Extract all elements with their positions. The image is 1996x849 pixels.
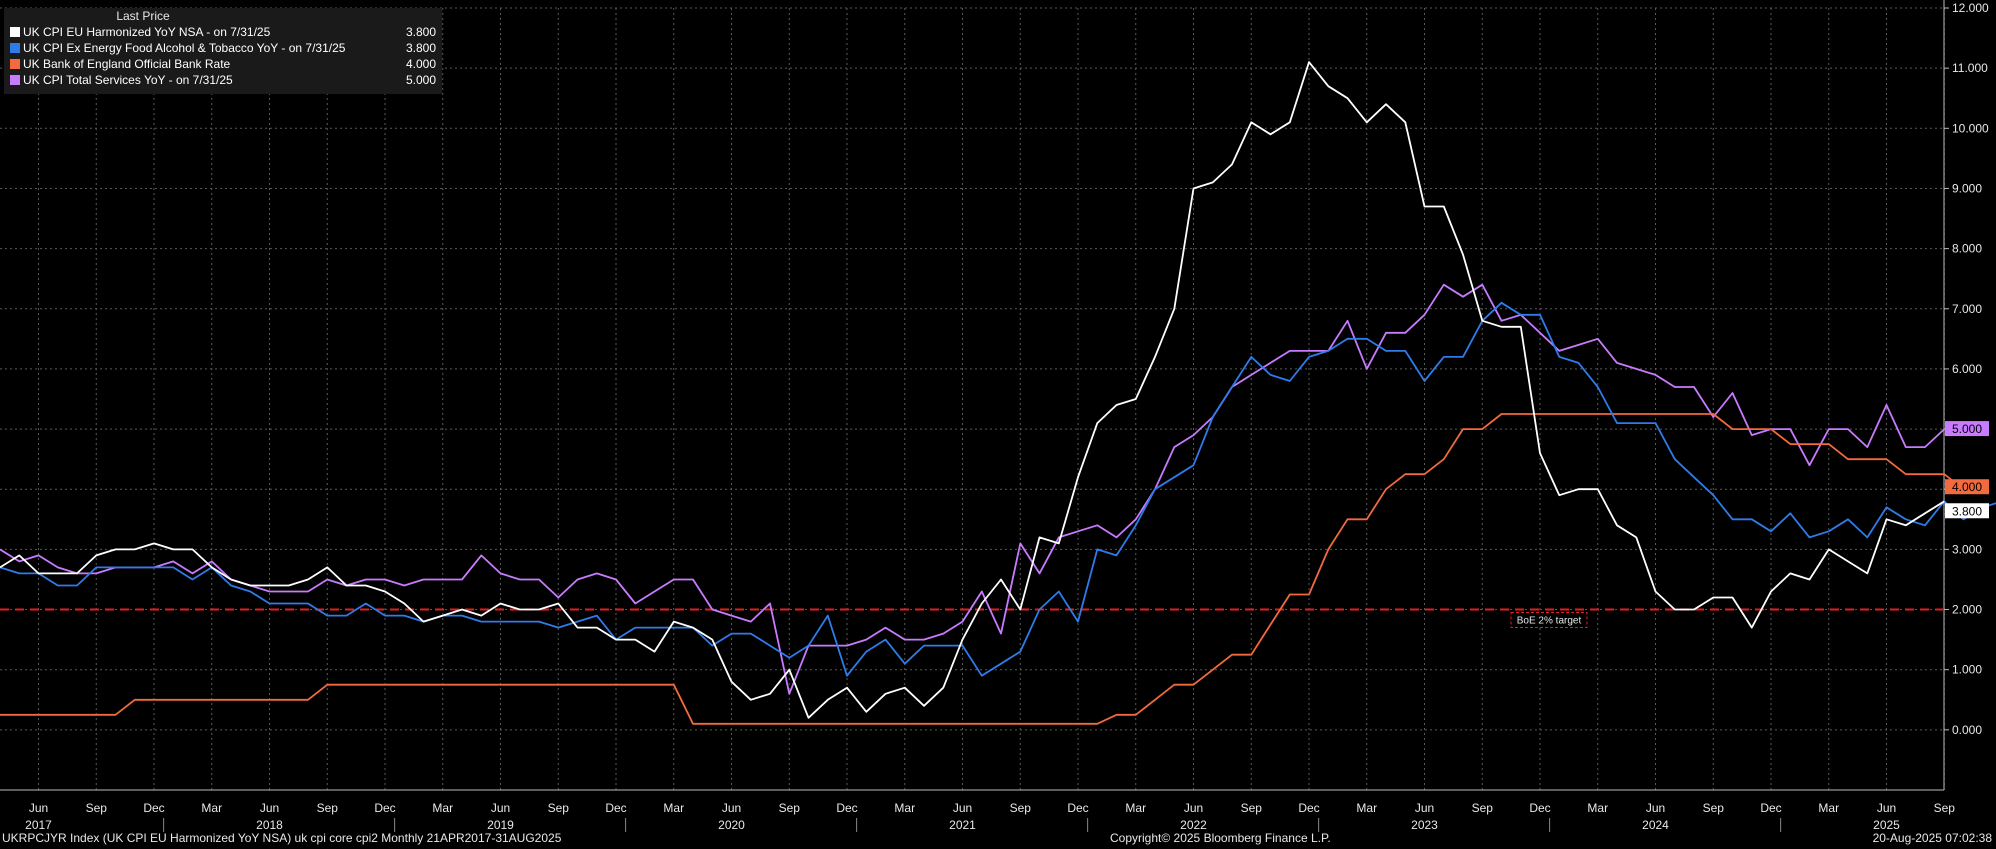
x-tick-label: Mar	[894, 801, 915, 815]
grid-lines	[0, 7, 1945, 790]
x-tick-label: Mar	[1587, 801, 1608, 815]
boe-target-label-box	[1510, 612, 1588, 629]
x-tick-label: Jun	[953, 801, 972, 815]
x-tick-label: Dec	[1067, 801, 1088, 815]
y-tick-label: 6.000	[1952, 362, 1982, 376]
legend-item-label: UK Bank of England Official Bank Rate	[23, 57, 231, 71]
x-tick-label: Dec	[143, 801, 164, 815]
x-tick-label: Mar	[1125, 801, 1146, 815]
x-tick-label: Jun	[260, 801, 279, 815]
legend-item: UK Bank of England Official Bank Rate 4.…	[4, 56, 442, 72]
x-tick-label: Jun	[491, 801, 510, 815]
series-line	[0, 283, 1945, 695]
y-tick-label: 0.000	[1952, 723, 1982, 737]
legend-item-value: 3.800	[405, 25, 436, 39]
y-tick-label: 11.000	[1952, 61, 1988, 75]
x-tick-label: Dec	[374, 801, 395, 815]
x-tick-label: Sep	[1703, 801, 1725, 815]
legend-item-label: UK CPI Total Services YoY - on 7/31/25	[23, 73, 233, 87]
x-year-label: 2021	[949, 818, 976, 832]
x-year-label: 2024	[1642, 818, 1669, 832]
y-tick-label: 10.000	[1952, 121, 1989, 135]
footer-description: UKRPCJYR Index (UK CPI EU Harmonized YoY…	[2, 831, 562, 845]
legend: Last Price UK CPI EU Harmonized YoY NSA …	[4, 8, 442, 94]
y-tick-label: 1.000	[1952, 663, 1982, 677]
x-tick-label: Sep	[1241, 801, 1263, 815]
legend-swatch	[10, 75, 20, 85]
x-tick-label: Sep	[548, 801, 570, 815]
x-tick-label: Dec	[836, 801, 857, 815]
legend-item-value: 5.000	[405, 73, 436, 87]
x-year-label: 2025	[1873, 818, 1900, 832]
legend-item-label: UK CPI Ex Energy Food Alcohol & Tobacco …	[23, 41, 346, 55]
x-tick-label: Dec	[605, 801, 626, 815]
x-year-label: 2020	[718, 818, 745, 832]
x-year-label: 2018	[256, 818, 283, 832]
axes: 0.000 1.000 2.000 3.000 4.000 5.000 6.000 7.000…	[0, 0, 1989, 832]
x-tick-label: Mar	[432, 801, 453, 815]
series-line	[0, 61, 1945, 719]
series-group	[0, 61, 1996, 725]
legend-swatch	[10, 27, 20, 37]
x-tick-label: Dec	[1298, 801, 1319, 815]
x-tick-label: Dec	[1529, 801, 1550, 815]
x-tick-label: Jun	[1646, 801, 1665, 815]
last-value-box	[1945, 479, 1989, 495]
x-tick-label: Jun	[1184, 801, 1203, 815]
x-tick-label: Jun	[1877, 801, 1896, 815]
x-tick-label: Mar	[663, 801, 684, 815]
series-line	[0, 413, 1965, 725]
x-tick-label: Sep	[1010, 801, 1032, 815]
last-value-label: 3.800	[1952, 504, 1982, 518]
legend-item-value: 3.800	[405, 41, 436, 55]
x-tick-label: Sep	[1934, 801, 1956, 815]
series-line	[0, 301, 1996, 677]
y-tick-label: 9.000	[1952, 181, 1982, 195]
reference-line-group: BoE 2% target	[0, 608, 1944, 629]
footer-copyright: Copyright© 2025 Bloomberg Finance L.P.	[1110, 831, 1331, 845]
boe-target-label: BoE 2% target	[1517, 616, 1582, 627]
x-tick-label: Dec	[1760, 801, 1781, 815]
x-year-label: 2023	[1411, 818, 1438, 832]
last-value-label: 5.000	[1952, 422, 1982, 436]
y-tick-label: 2.000	[1952, 603, 1982, 617]
y-tick-label: 3.000	[1952, 542, 1982, 556]
legend-item-value: 4.000	[405, 57, 436, 71]
x-tick-label: Mar	[201, 801, 222, 815]
x-tick-label: Jun	[29, 801, 48, 815]
x-year-label: 2017	[25, 818, 52, 832]
legend-item: UK CPI Total Services YoY - on 7/31/25 5…	[4, 72, 442, 88]
x-tick-label: Mar	[1356, 801, 1377, 815]
x-tick-label: Sep	[317, 801, 339, 815]
legend-header: Last Price	[116, 9, 170, 23]
legend-item-label: UK CPI EU Harmonized YoY NSA - on 7/31/2…	[23, 25, 271, 39]
legend-item: UK CPI Ex Energy Food Alcohol & Tobacco …	[4, 40, 442, 56]
y-tick-label: 7.000	[1952, 302, 1982, 316]
footer-timestamp: 20-Aug-2025 07:02:38	[1872, 831, 1992, 845]
last-value-box	[1945, 503, 1989, 519]
x-year-label: 2022	[1180, 818, 1207, 832]
x-tick-label: Sep	[1472, 801, 1494, 815]
y-tick-label: 8.000	[1952, 242, 1982, 256]
legend-item: UK CPI EU Harmonized YoY NSA - on 7/31/2…	[4, 24, 442, 40]
x-tick-label: Jun	[722, 801, 741, 815]
x-year-label: 2019	[487, 818, 514, 832]
last-value-box	[1945, 421, 1989, 437]
legend-swatch	[10, 43, 20, 53]
last-value-labels: 5.000 4.000 3.800	[1945, 421, 1989, 519]
x-tick-label: Sep	[86, 801, 108, 815]
x-tick-label: Jun	[1415, 801, 1434, 815]
last-value-label: 4.000	[1952, 480, 1982, 494]
x-tick-label: Mar	[1818, 801, 1839, 815]
y-tick-label: 12.000	[1952, 1, 1989, 15]
legend-swatch	[10, 59, 20, 69]
x-tick-label: Sep	[779, 801, 801, 815]
